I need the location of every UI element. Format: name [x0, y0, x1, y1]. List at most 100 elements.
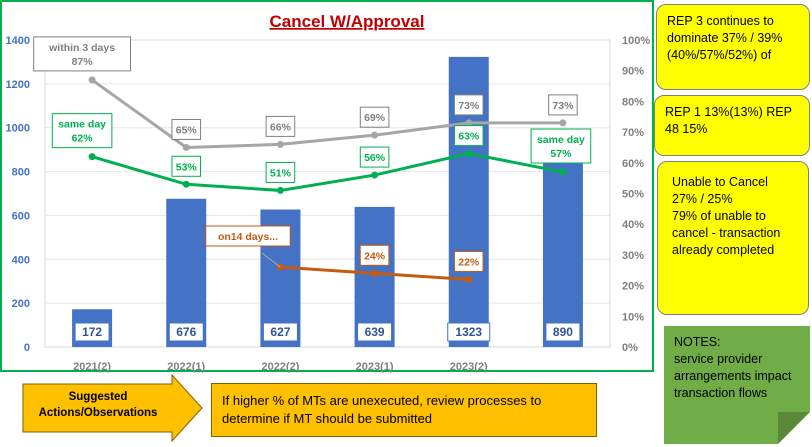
- data-label: 63%: [453, 125, 484, 147]
- data-label-box: [265, 115, 296, 137]
- callout-label: on14 days...: [205, 225, 291, 247]
- data-label-text: 66%: [270, 121, 292, 133]
- bar-value-label: 1323: [455, 325, 482, 339]
- series-lines: [88, 76, 567, 283]
- bar-value-label-box: [447, 322, 491, 342]
- series-point: [371, 131, 379, 139]
- bar-value-label: 639: [365, 325, 385, 339]
- bar-value-label-box: [357, 322, 393, 342]
- y-right-tick-label: 10%: [622, 311, 644, 323]
- y-left-tick-label: 1000: [6, 123, 30, 135]
- data-label: 51%: [265, 161, 296, 183]
- y-left-tick-label: 600: [12, 210, 30, 222]
- series-point: [276, 140, 284, 148]
- data-label-text: 73%: [458, 100, 480, 112]
- series-point: [371, 269, 379, 277]
- y-right-tick-label: 60%: [622, 158, 644, 170]
- suggested-actions-label: Suggested Actions/Observations: [38, 391, 158, 419]
- bar: [542, 151, 583, 347]
- series-point: [465, 275, 473, 283]
- arrow-shape: [22, 374, 203, 442]
- callout-label-text: on14 days...: [218, 231, 278, 243]
- y-right-tick-label: 100%: [622, 35, 650, 47]
- x-tick-label: 2022(2): [261, 361, 299, 373]
- callout-leader: [261, 252, 281, 268]
- data-label-text: 69%: [364, 112, 386, 124]
- notes-title: NOTES:: [674, 335, 721, 349]
- data-label-text: within 3 days: [48, 42, 115, 54]
- unable-line-1: Unable to Cancel: [672, 175, 768, 189]
- bar-value-label-box: [168, 322, 204, 342]
- suggested-actions-arrow: [22, 374, 203, 442]
- bar-value-label-box: [545, 322, 581, 342]
- data-label: 22%: [453, 250, 484, 272]
- x-axis: 2021(2) 2022(1) 2022(2) 2023(1) 2023(2): [73, 361, 488, 373]
- data-label-box: [359, 244, 390, 266]
- data-label-text: 56%: [364, 152, 386, 164]
- y-right-tick-label: 20%: [622, 281, 644, 293]
- y-left-tick-label: 400: [12, 254, 30, 266]
- data-label-box: [171, 118, 202, 140]
- data-label-box: [51, 113, 113, 149]
- data-label: 69%: [359, 106, 390, 128]
- data-label: 73%: [548, 94, 578, 116]
- data-label: 53%: [171, 155, 202, 177]
- series-point: [182, 180, 190, 188]
- note-rep3-text: REP 3 continues to dominate 37% / 39% (4…: [667, 14, 783, 62]
- y-right-tick-label: 50%: [622, 189, 644, 201]
- series-point: [88, 153, 96, 161]
- series-point: [276, 186, 284, 194]
- y-right-tick-label: 90%: [622, 66, 644, 78]
- x-tick-label: 2021(2): [73, 361, 111, 373]
- series-point: [371, 171, 379, 179]
- series-point: [88, 76, 96, 84]
- right-axis: 0% 10% 20% 30% 40% 50% 60% 70% 80% 90% 100%: [622, 35, 650, 354]
- chart-title: Cancel W/Approval: [270, 12, 425, 31]
- y-right-tick-label: 30%: [622, 250, 644, 262]
- data-label-text: 51%: [270, 167, 292, 179]
- data-label: 73%: [453, 94, 484, 116]
- data-label-text: same day: [537, 134, 585, 146]
- data-label-text: 63%: [458, 131, 480, 143]
- y-right-tick-label: 0%: [622, 342, 638, 354]
- note-rep1: REP 1 13%(13%) REP 48 15%: [654, 95, 810, 156]
- data-label-text: same day: [58, 119, 106, 131]
- series-point: [182, 143, 190, 151]
- data-label: 65%: [171, 118, 202, 140]
- series-point: [465, 150, 473, 158]
- data-label: same day 57%: [530, 128, 592, 164]
- data-labels: within 3 days 87% 65% 66% 69% 73% 73% same day 6…: [33, 36, 592, 342]
- bar-value-label: 890: [553, 325, 573, 339]
- data-label-box: [359, 146, 390, 168]
- data-label: within 3 days 87%: [33, 36, 131, 72]
- data-label: same day 62%: [51, 113, 113, 149]
- unable-line-2: 27% / 25%: [672, 192, 733, 206]
- y-left-tick-label: 1200: [6, 79, 30, 91]
- bar-value-label-box: [74, 322, 110, 342]
- note-rep3: REP 3 continues to dominate 37% / 39% (4…: [656, 4, 810, 90]
- bar: [166, 198, 207, 347]
- left-axis: 0 200 400 600 800 1000 1200 1400: [6, 35, 30, 354]
- data-label-text: 24%: [364, 250, 386, 262]
- data-label-box: [33, 36, 131, 72]
- data-label-text: 73%: [552, 100, 574, 112]
- data-label-text: 22%: [458, 256, 480, 268]
- y-left-tick-label: 200: [12, 298, 30, 310]
- data-label-box: [453, 125, 484, 147]
- y-right-tick-label: 80%: [622, 96, 644, 108]
- plot-area: [44, 39, 611, 348]
- bar-value-label-box: [262, 322, 298, 342]
- series-line: [91, 78, 563, 149]
- data-label-box: [265, 161, 296, 183]
- data-label-box: [453, 250, 484, 272]
- bar-value-label: 676: [176, 325, 196, 339]
- series-point: [559, 119, 567, 127]
- data-label-text: 53%: [176, 161, 198, 173]
- data-label-text: 65%: [176, 124, 198, 136]
- y-right-tick-label: 70%: [622, 127, 644, 139]
- data-label-text: 62%: [72, 133, 94, 145]
- x-tick-label: 2023(2): [450, 361, 488, 373]
- series-line: [91, 152, 564, 192]
- data-label: 24%: [359, 244, 390, 266]
